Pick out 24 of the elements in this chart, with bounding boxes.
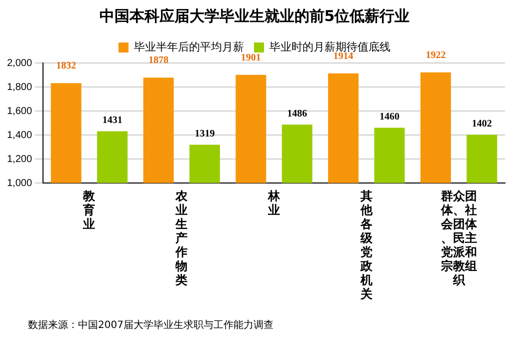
x-tick-label: 林业	[268, 189, 280, 217]
data-label: 1402	[472, 118, 492, 130]
y-tick-label: 1,200	[6, 154, 32, 165]
legend-label: 毕业半年后的平均月薪	[134, 40, 244, 54]
data-label: 1486	[287, 108, 308, 120]
y-tick-label: 1,000	[6, 178, 32, 189]
x-tick-label: 农业生产作物类	[175, 189, 188, 287]
data-label: 1319	[194, 128, 215, 140]
data-label: 1901	[240, 52, 261, 64]
data-label: 1922	[426, 50, 446, 61]
data-label: 1460	[380, 111, 400, 122]
data-label: 1431	[102, 114, 122, 126]
y-tick-label: 1,600	[6, 106, 32, 117]
data-label: 1914	[333, 50, 354, 62]
x-tick-label: 群众团体、社会团体、民主党派和宗教组织	[440, 189, 478, 287]
source-note: 数据来源：中国2007届大学毕业生求职与工作能力调查	[28, 318, 274, 332]
data-label: 1878	[148, 55, 169, 66]
y-tick-label: 2,000	[6, 58, 32, 69]
y-tick-label: 1,400	[6, 130, 32, 141]
y-tick-label: 1,800	[6, 82, 32, 93]
x-tick-label: 教育业	[82, 189, 96, 231]
data-label: 1832	[56, 60, 76, 72]
chart-title: 中国本科应届大学毕业生就业的前5位低薪行业	[99, 6, 410, 25]
x-tick-label: 其他各级党政机关	[360, 189, 373, 301]
